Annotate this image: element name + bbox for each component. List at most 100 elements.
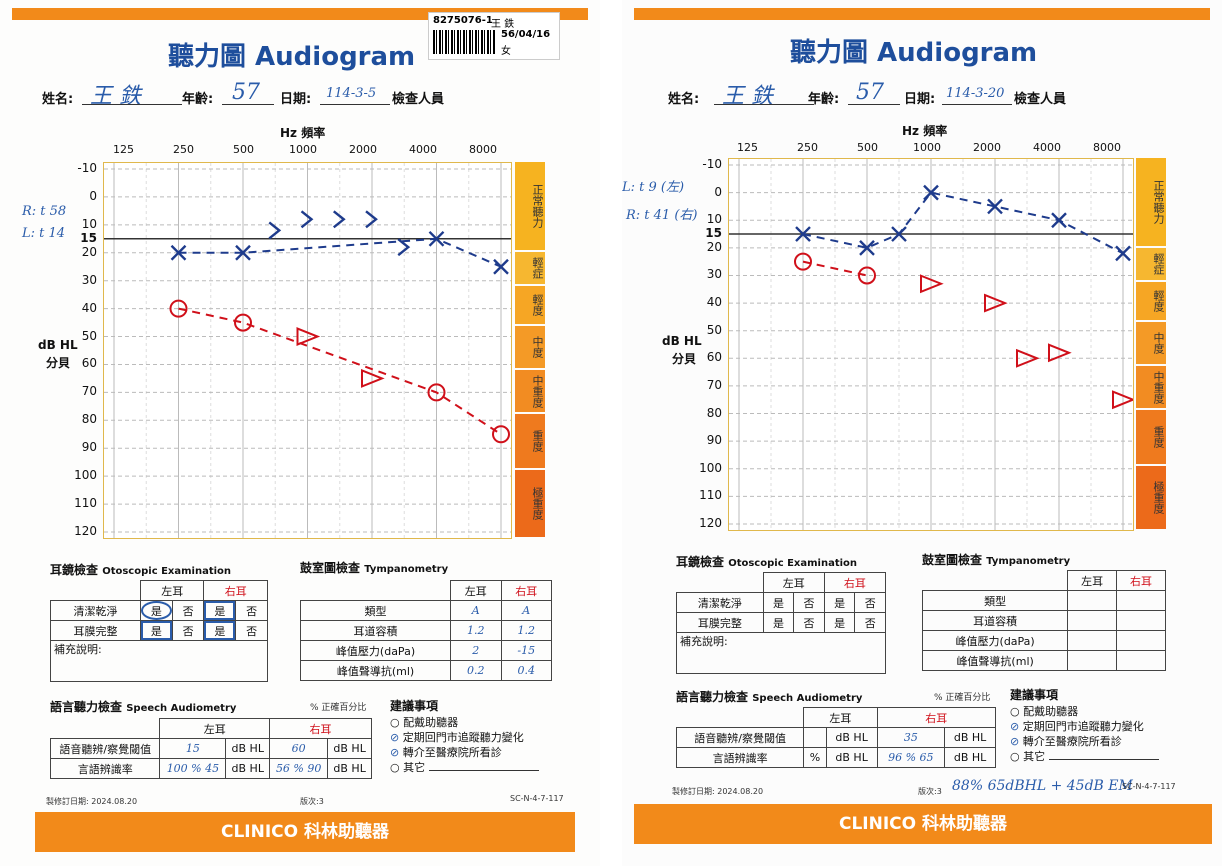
right-ear-masked-mark (1016, 348, 1040, 368)
otoscopic-table: 左耳 右耳 清潔乾淨是否是否 耳膜完整是否是否 補充說明: (50, 580, 268, 682)
rec-checkbox-icon[interactable]: ○ (390, 761, 400, 774)
tymp-value: A (450, 600, 502, 621)
footer-brand: CLINICO 科林助聽器 (634, 804, 1212, 844)
db-tick-label: 40 (706, 295, 722, 310)
oto-cell[interactable]: 是 (139, 600, 173, 621)
severity-bar: 正常聽力 輕症 輕度 中度 中重度 重度 極重度 (1136, 158, 1166, 529)
tag-dob: 56/04/16 (501, 29, 551, 40)
top-orange-bar (634, 8, 1210, 20)
right-ear-masked-mark (361, 368, 385, 388)
tymp-value (1067, 610, 1118, 631)
oto-cell[interactable]: 是 (139, 620, 173, 641)
version: 版次:3 (918, 787, 942, 796)
rec-title: 建議事項 (1010, 688, 1059, 702)
tymp-row-label: 峰值壓力(daPa) (299, 640, 452, 661)
oto-cell[interactable]: 否 (171, 600, 205, 621)
speech-right-head: 右耳 (876, 707, 997, 728)
date-label: 日期: (280, 92, 312, 107)
db-tick-label: 20 (706, 239, 722, 254)
speech-pct-note: % 正確百分比 (310, 703, 367, 713)
speech-unit: dB HL (944, 747, 996, 768)
fenbei-label: 分貝 (46, 356, 71, 370)
db-tick-label: -10 (77, 161, 97, 175)
tymp-row-label: 峰值聲導抗(ml) (921, 650, 1069, 671)
right-ear-air-mark (169, 299, 188, 318)
tymp-value: 0.4 (500, 660, 552, 681)
rec-item[interactable]: ⊘ 定期回門市追蹤聽力變化 (390, 731, 524, 744)
tymp-row-label: 峰值壓力(daPa) (921, 630, 1069, 651)
speech-unit: dB HL (825, 727, 878, 748)
speech-value: 60 (269, 738, 329, 759)
audiogram-svg (104, 163, 511, 538)
oto-right-head: 右耳 (203, 580, 268, 601)
db-tick-label: 80 (706, 405, 722, 420)
barcode (433, 30, 495, 54)
oto-cell[interactable]: 是 (762, 592, 795, 613)
db-tick-label: 50 (706, 322, 722, 337)
oto-cell[interactable]: 否 (171, 620, 205, 641)
speech-title: 語言聽力檢查 Speech Audiometry (676, 690, 863, 704)
tymp-value (1116, 650, 1166, 671)
rec-title: 建議事項 (390, 699, 439, 713)
rec-item[interactable]: ⊘ 轉介至醫療院所看診 (1010, 735, 1122, 748)
side-note-2: L: t 14 (22, 226, 66, 241)
oto-cell[interactable]: 是 (762, 612, 795, 633)
rec-item[interactable]: ⊘ 轉介至醫療院所看診 (390, 746, 502, 759)
speech-unit: dB HL (225, 738, 271, 759)
freq-125: 125 (737, 141, 758, 154)
name-underline (82, 104, 182, 105)
oto-cell[interactable]: 否 (235, 600, 268, 621)
speech-row-label: 語音聽辨/察覺閾值 (49, 738, 161, 759)
oto-cell[interactable]: 否 (793, 612, 825, 633)
freq-1000: 1000 (913, 141, 941, 154)
rec-checkbox-icon[interactable]: ○ (1010, 705, 1020, 718)
oto-cell[interactable]: 是 (823, 592, 856, 613)
oto-cell[interactable]: 否 (235, 620, 268, 641)
speech-row-label: 言語辨識率 (675, 747, 805, 768)
name-label: 姓名: (668, 92, 700, 107)
name-value: 王 鉄 (90, 84, 141, 109)
right-ear-masked-mark (1048, 343, 1072, 363)
oto-cell[interactable]: 否 (854, 612, 886, 633)
age-label: 年齡: (182, 92, 214, 107)
oto-row-label: 清潔乾淨 (676, 592, 764, 613)
bottom-note: 88% 65dBHL + 45dB EM (952, 778, 1133, 794)
sheet-title: 聽力圖 Audiogram (168, 42, 416, 72)
rec-checkbox-icon[interactable]: ⊘ (390, 746, 400, 759)
oto-cell[interactable]: 否 (793, 592, 825, 613)
sev-normal: 正常聽力 (1136, 158, 1166, 246)
oto-cell[interactable]: 是 (823, 612, 856, 633)
right-ear-line (802, 260, 868, 277)
tymp-value (1067, 630, 1118, 651)
rec-item[interactable]: ○ 配戴助聽器 (1010, 705, 1079, 718)
tymp-value (1067, 650, 1118, 671)
side-note-1: R: t 58 (22, 204, 67, 219)
oto-cell[interactable]: 是 (203, 620, 237, 641)
oto-cell[interactable]: 否 (854, 592, 886, 613)
speech-unit: dB HL (225, 758, 271, 779)
tymp-row-label: 耳道容積 (921, 610, 1069, 631)
rec-checkbox-icon[interactable]: ⊘ (1010, 735, 1020, 748)
rec-item[interactable]: ○ 其它 (1010, 749, 1159, 764)
oto-cell[interactable]: 是 (203, 600, 237, 621)
oto-right-head: 右耳 (823, 572, 887, 593)
sev-profound: 極重度 (515, 470, 545, 537)
right-ear-masked-mark (296, 327, 321, 347)
rec-checkbox-icon[interactable]: ○ (1010, 750, 1020, 763)
left-ear-air-mark (987, 198, 1003, 215)
oto-row-label: 耳膜完整 (676, 612, 764, 633)
speech-unit: dB HL (944, 727, 996, 748)
rec-checkbox-icon[interactable]: ⊘ (390, 731, 400, 744)
age-value: 57 (856, 80, 884, 105)
rec-checkbox-icon[interactable]: ○ (390, 716, 400, 729)
tymp-value: 0.2 (450, 660, 502, 681)
rec-checkbox-icon[interactable]: ⊘ (1010, 720, 1020, 733)
rec-item[interactable]: ○ 其它 (390, 760, 539, 775)
freq-4000: 4000 (409, 143, 437, 156)
rec-item[interactable]: ○ 配戴助聽器 (390, 716, 459, 729)
right-ear-masked-mark (984, 293, 1008, 313)
tymp-left-head: 左耳 (450, 580, 502, 601)
rec-item[interactable]: ⊘ 定期回門市追蹤聽力變化 (1010, 720, 1144, 733)
right-ear-line (178, 307, 502, 436)
name-value: 王 鉄 (722, 84, 773, 109)
